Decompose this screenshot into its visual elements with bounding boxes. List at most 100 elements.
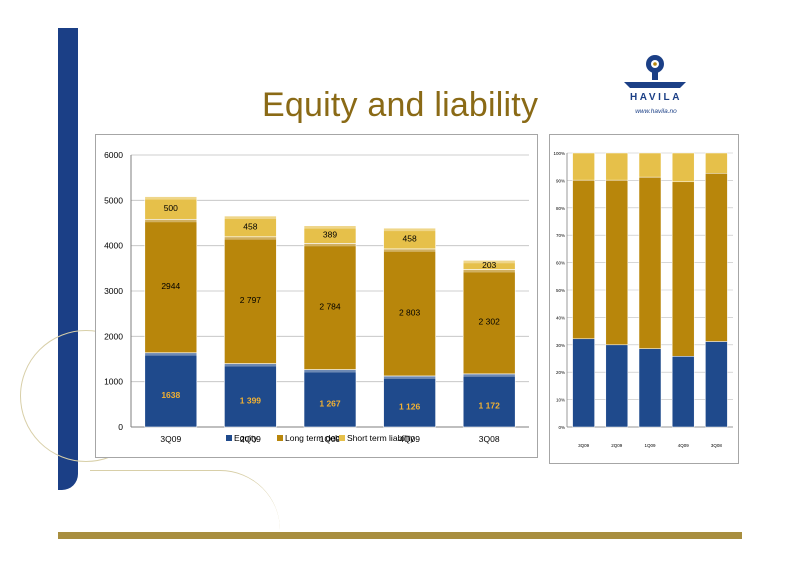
y-tick-label: 10%: [556, 398, 565, 403]
x-tick-label: 3Q08: [711, 443, 723, 448]
bar-equity: [705, 341, 728, 428]
bar-long-term-debt: [462, 269, 516, 375]
data-label-long-term-debt: 2 797: [240, 295, 262, 305]
bar-highlight: [144, 352, 197, 356]
data-label-short-term-liability: 203: [482, 260, 496, 270]
bar-long-term-debt: [705, 173, 728, 342]
bar-short-term-liability: [462, 260, 516, 270]
bar-equity: [462, 373, 516, 428]
bar-short-term-liability: [671, 152, 695, 183]
bar-short-term-liability: [383, 227, 436, 250]
data-label-short-term-liability: 458: [243, 221, 257, 231]
y-tick-label: 90%: [556, 178, 565, 183]
legend-swatch-short-term-liability: [339, 435, 345, 441]
bar-highlight: [224, 216, 277, 220]
x-tick-label: 2Q09: [611, 443, 623, 448]
y-tick-label: 100%: [553, 151, 565, 156]
x-tick-label: 3Q09: [578, 443, 590, 448]
bar-equity: [671, 356, 695, 428]
x-tick-label: 2Q09: [240, 434, 261, 444]
legend-label-long-term-debt: Long term debt: [285, 433, 343, 443]
bar-long-term-debt: [572, 179, 595, 340]
data-label-long-term-debt: 2 784: [319, 301, 341, 311]
bar-short-term-liability: [638, 152, 662, 178]
bar-highlight: [463, 269, 516, 273]
y-tick-label: 4000: [104, 241, 123, 251]
data-label-long-term-debt: 2944: [161, 281, 180, 291]
bar-short-term-liability: [303, 225, 357, 244]
y-tick-label: 0%: [558, 425, 565, 430]
absolute-stacked-chart-svg: 0 1000 2000 3000 4000 5000 6000 1638 2944 500 3Q09…: [104, 150, 529, 444]
y-tick-label: 0: [118, 422, 123, 432]
legend-swatch-long-term-debt: [277, 435, 283, 441]
bar-highlight: [383, 228, 436, 232]
bar-long-term-debt: [605, 179, 629, 346]
data-label-short-term-liability: 500: [164, 203, 178, 213]
bar-long-term-debt: [303, 243, 357, 370]
bar-highlight: [304, 225, 356, 229]
legend-swatch-equity: [226, 435, 232, 441]
data-label-equity: 1638: [161, 390, 180, 400]
legend-label-equity: Equity: [234, 433, 258, 443]
y-tick-label: 50%: [556, 288, 565, 293]
bar-highlight: [144, 196, 197, 200]
y-tick-label: 70%: [556, 233, 565, 238]
bottom-gold-rule: [58, 532, 742, 539]
bar-highlight: [383, 375, 436, 379]
data-label-long-term-debt: 2 302: [479, 317, 501, 327]
y-tick-label: 80%: [556, 206, 565, 211]
bar-highlight: [304, 369, 356, 373]
decorative-curve: [90, 470, 280, 531]
bar-equity: [224, 363, 277, 428]
bar-equity: [605, 344, 629, 428]
x-tick-label: 1Q09: [644, 443, 656, 448]
bar-short-term-liability: [572, 152, 595, 181]
data-label-equity: 1 172: [479, 400, 501, 410]
bar-equity: [383, 375, 436, 428]
y-tick-label: 60%: [556, 261, 565, 266]
bar-long-term-debt: [671, 181, 695, 357]
bar-highlight: [224, 236, 277, 240]
y-tick-label: 2000: [104, 331, 123, 341]
bar-highlight: [304, 243, 356, 247]
havila-logo-icon: [624, 55, 686, 88]
bar-long-term-debt: [144, 218, 198, 354]
bar-highlight: [463, 260, 516, 264]
x-tick-label: 4Q09: [678, 443, 690, 448]
y-tick-label: 5000: [104, 195, 123, 205]
bar-equity: [303, 369, 357, 428]
x-tick-label: 3Q09: [160, 434, 181, 444]
y-tick-label: 40%: [556, 315, 565, 320]
bar-equity: [572, 338, 595, 428]
absolute-stacked-chart: 0 1000 2000 3000 4000 5000 6000 1638 2944 500 3Q09…: [95, 134, 538, 458]
x-tick-label: 3Q08: [479, 434, 500, 444]
y-tick-label: 6000: [104, 150, 123, 160]
bar-highlight: [383, 248, 436, 252]
legend-label-short-term-liability: Short term liability: [347, 433, 415, 443]
bar-highlight: [224, 363, 277, 367]
data-label-short-term-liability: 389: [323, 230, 337, 240]
bar-short-term-liability: [144, 196, 198, 220]
y-tick-label: 1000: [104, 377, 123, 387]
data-label-short-term-liability: 458: [403, 234, 417, 244]
y-tick-label: 20%: [556, 370, 565, 375]
bar-long-term-debt: [638, 176, 662, 349]
x-tick-label: 1Q09: [320, 434, 341, 444]
data-label-long-term-debt: 2 803: [399, 307, 421, 317]
bar-highlight: [144, 219, 197, 223]
bar-short-term-liability: [705, 152, 728, 174]
bar-short-term-liability: [605, 152, 629, 181]
data-label-equity: 1 399: [240, 395, 262, 405]
slide-title: Equity and liability: [262, 86, 539, 124]
x-tick-label: 4Q09: [399, 434, 420, 444]
y-tick-label: 30%: [556, 343, 565, 348]
percent-stacked-chart-svg: 0% 10% 20% 30% 40% 50% 60% 70% 80% 90% 100% 3Q09 2Q0…: [553, 151, 733, 448]
logo-url: www.havila.no: [635, 108, 677, 115]
logo-wordmark: HAVILA: [629, 92, 683, 103]
data-label-equity: 1 267: [319, 398, 341, 408]
bar-long-term-debt: [383, 248, 436, 377]
bar-highlight: [463, 373, 516, 377]
percent-stacked-chart: 0% 10% 20% 30% 40% 50% 60% 70% 80% 90% 100% 3Q09 2Q0…: [549, 134, 739, 464]
bar-equity: [638, 348, 662, 428]
y-tick-label: 3000: [104, 286, 123, 296]
